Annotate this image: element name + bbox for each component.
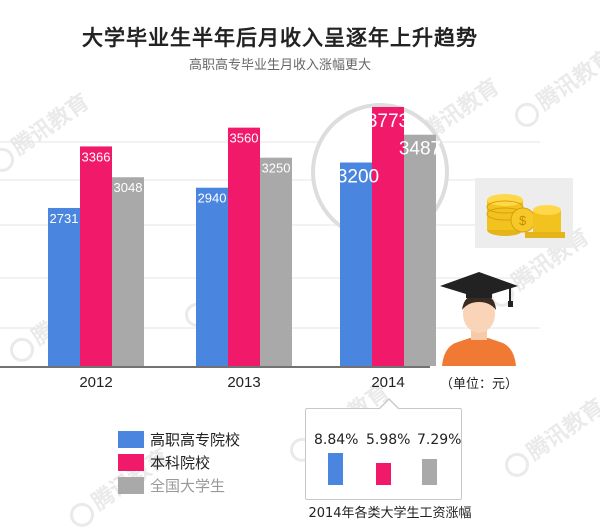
- legend-swatch: [118, 454, 144, 471]
- bar-value-label: 3560: [230, 131, 259, 146]
- growth-bar-national: [422, 459, 437, 485]
- graduate-icon: [440, 272, 518, 366]
- legend-swatch: [118, 431, 144, 448]
- bar-vocational-2013: [196, 187, 228, 366]
- legend-label: 本科院校: [150, 454, 211, 472]
- bar-value-label: 3773: [367, 111, 409, 132]
- growth-bar-vocational: [328, 453, 343, 485]
- bar-undergraduate-2013: [228, 127, 260, 366]
- coins-icon: $: [486, 194, 565, 238]
- x-tick-label: 2012: [79, 374, 112, 391]
- svg-text:$: $: [519, 213, 527, 228]
- unit-label: （单位：元）: [440, 377, 519, 392]
- legend-swatch: [118, 477, 144, 494]
- bar-value-label: 2731: [50, 211, 79, 226]
- bar-vocational-2012: [48, 207, 80, 366]
- growth-pct-undergraduate: 5.98%: [366, 432, 411, 448]
- bar-value-label: 3366: [82, 149, 111, 164]
- bar-value-label: 2940: [198, 191, 227, 206]
- legend-item-vocational: 高职高专院校: [118, 428, 240, 451]
- bar-national-2013: [260, 157, 292, 366]
- bar-undergraduate-2014: [372, 107, 404, 366]
- legend-label: 高职高专院校: [150, 431, 241, 449]
- bar-value-label: 3200: [337, 167, 379, 188]
- bar-national-2014: [404, 134, 436, 366]
- growth-pct-vocational: 8.84%: [314, 432, 359, 448]
- legend-item-national: 全国大学生: [118, 474, 240, 497]
- watermark: 腾讯教育: [496, 390, 600, 483]
- callout-pointer-inner: [379, 400, 399, 410]
- bar-vocational-2014: [340, 162, 376, 366]
- bar-national-2012: [112, 177, 144, 366]
- bar-undergraduate-2012: [80, 146, 112, 366]
- growth-pct-national: 7.29%: [417, 432, 462, 448]
- x-tick-label: 2014: [371, 374, 404, 391]
- growth-bar-undergraduate: [376, 463, 391, 485]
- x-tick-label: 2013: [227, 374, 260, 391]
- legend-item-undergraduate: 本科院校: [118, 451, 240, 474]
- legend-label: 全国大学生: [150, 477, 226, 495]
- bar-value-label: 3048: [114, 180, 143, 195]
- bar-value-label: 3487: [399, 139, 441, 160]
- coins-image: $: [475, 178, 573, 248]
- legend: 高职高专院校 本科院校 全国大学生: [118, 428, 240, 497]
- bar-value-label: 3250: [262, 161, 291, 176]
- chart-title: 大学毕业生半年后月收入呈逐年上升趋势: [82, 26, 478, 50]
- growth-callout-title: 2014年各类大学生工资涨幅: [308, 506, 472, 521]
- chart-subtitle: 高职高专毕业生月收入涨幅更大: [188, 58, 371, 73]
